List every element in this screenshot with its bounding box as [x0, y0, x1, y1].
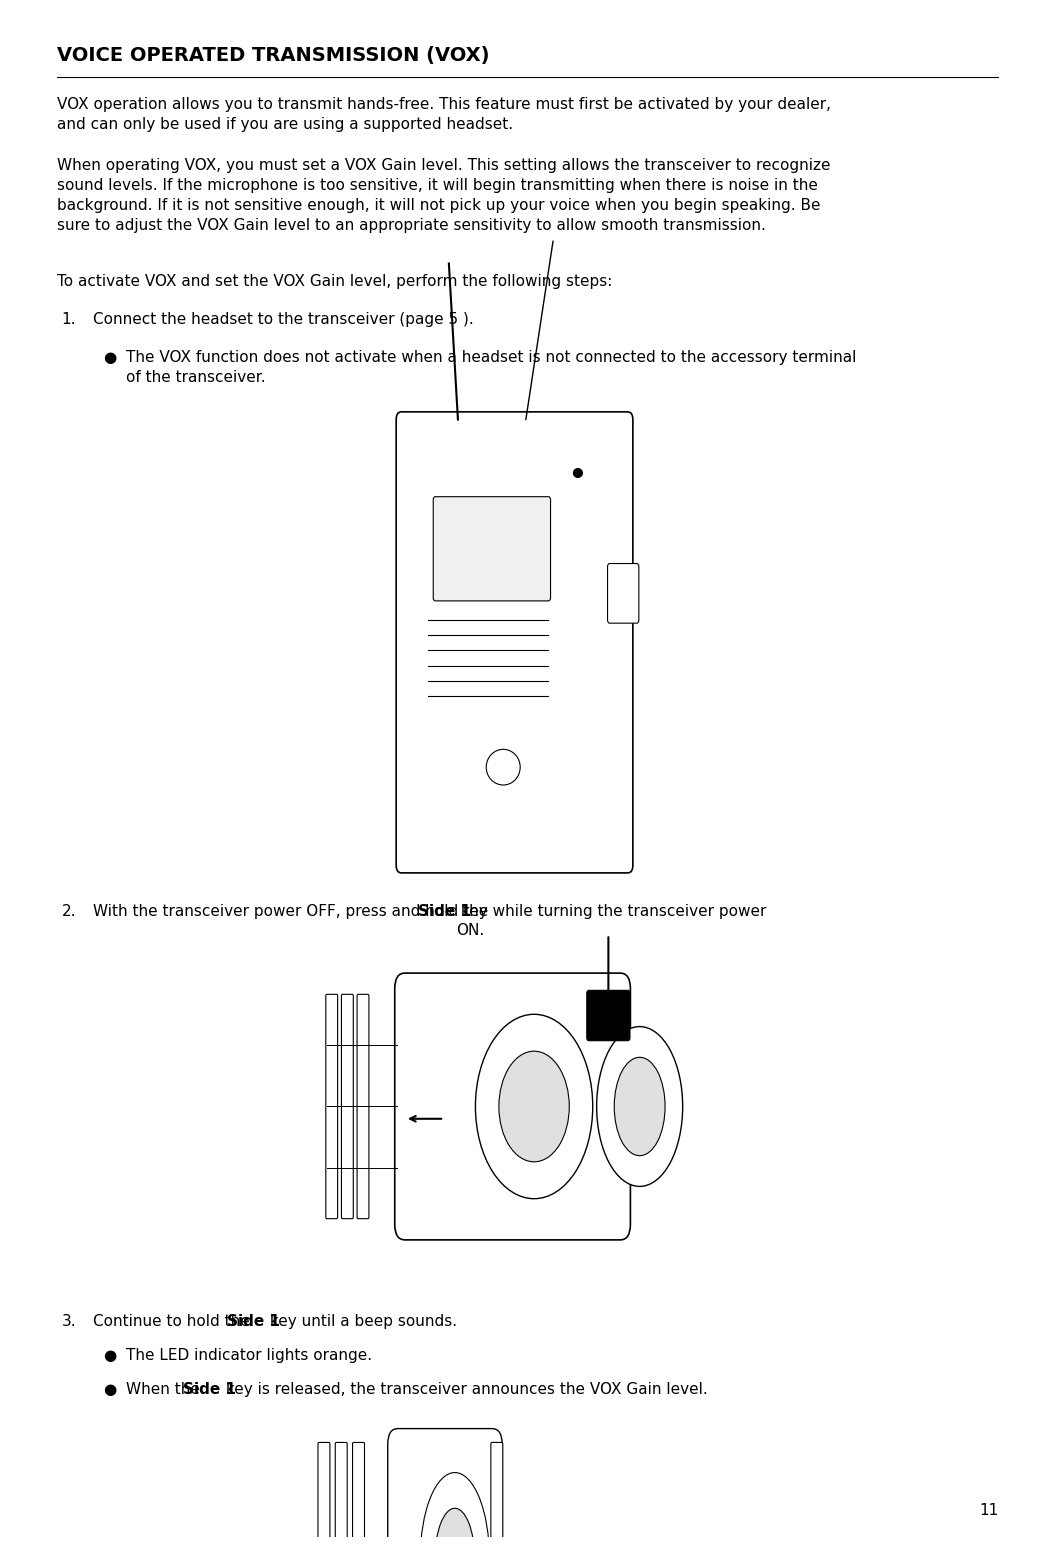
Text: key while turning the transceiver power
ON.: key while turning the transceiver power … [456, 903, 766, 939]
FancyBboxPatch shape [433, 496, 551, 601]
Text: ●: ● [103, 1382, 116, 1396]
Ellipse shape [475, 1014, 593, 1199]
Text: When the: When the [126, 1382, 204, 1396]
Text: ●: ● [103, 351, 116, 365]
Text: To activate VOX and set the VOX Gain level, perform the following steps:: To activate VOX and set the VOX Gain lev… [57, 274, 612, 288]
Text: Continue to hold the: Continue to hold the [92, 1315, 254, 1329]
Text: key is released, the transceiver announces the VOX Gain level.: key is released, the transceiver announc… [221, 1382, 708, 1396]
Text: Side 1: Side 1 [418, 903, 471, 919]
Text: Side 1: Side 1 [183, 1382, 236, 1396]
FancyBboxPatch shape [353, 1443, 364, 1565]
Ellipse shape [615, 1058, 665, 1155]
Text: With the transceiver power OFF, press and hold the: With the transceiver power OFF, press an… [92, 903, 493, 919]
Ellipse shape [574, 468, 582, 477]
FancyBboxPatch shape [341, 994, 353, 1219]
FancyBboxPatch shape [318, 1443, 330, 1565]
Text: VOX operation allows you to transmit hands-free. This feature must first be acti: VOX operation allows you to transmit han… [57, 97, 830, 131]
Text: When operating VOX, you must set a VOX Gain level. This setting allows the trans: When operating VOX, you must set a VOX G… [57, 158, 830, 233]
Text: ●: ● [103, 1347, 116, 1363]
Ellipse shape [436, 1509, 474, 1565]
Text: The VOX function does not activate when a headset is not connected to the access: The VOX function does not activate when … [126, 351, 855, 385]
Text: 2.: 2. [62, 903, 76, 919]
FancyBboxPatch shape [586, 991, 630, 1041]
Text: Connect the headset to the transceiver (page 5 ).: Connect the headset to the transceiver (… [92, 311, 473, 327]
FancyBboxPatch shape [357, 994, 369, 1219]
Text: 3.: 3. [62, 1315, 76, 1329]
Text: 1.: 1. [62, 311, 76, 327]
Text: Side 1: Side 1 [226, 1315, 280, 1329]
FancyBboxPatch shape [491, 1443, 503, 1565]
Text: VOICE OPERATED TRANSMISSION (VOX): VOICE OPERATED TRANSMISSION (VOX) [57, 45, 489, 66]
FancyBboxPatch shape [335, 1443, 348, 1565]
FancyBboxPatch shape [326, 994, 337, 1219]
Ellipse shape [420, 1473, 489, 1565]
Text: key until a beep sounds.: key until a beep sounds. [265, 1315, 456, 1329]
Ellipse shape [486, 750, 520, 786]
Text: 11: 11 [979, 1504, 998, 1518]
Ellipse shape [498, 1052, 570, 1161]
FancyBboxPatch shape [395, 973, 630, 1239]
Text: The LED indicator lights orange.: The LED indicator lights orange. [126, 1347, 372, 1363]
FancyBboxPatch shape [607, 563, 639, 623]
FancyBboxPatch shape [387, 1429, 503, 1565]
FancyBboxPatch shape [396, 412, 632, 873]
Ellipse shape [597, 1027, 683, 1186]
